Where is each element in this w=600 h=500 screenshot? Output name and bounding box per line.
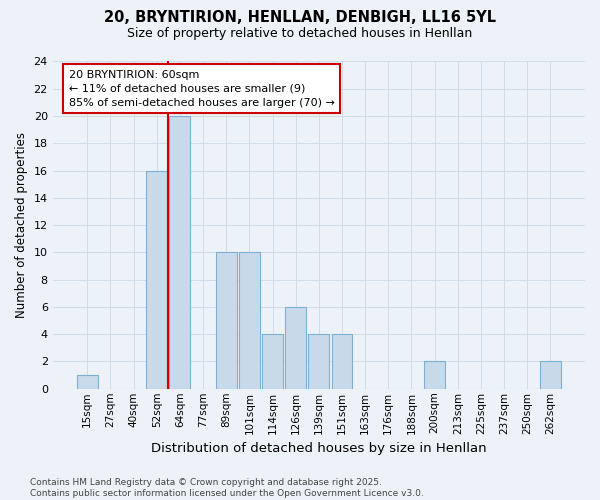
Text: 20, BRYNTIRION, HENLLAN, DENBIGH, LL16 5YL: 20, BRYNTIRION, HENLLAN, DENBIGH, LL16 5… xyxy=(104,10,496,25)
X-axis label: Distribution of detached houses by size in Henllan: Distribution of detached houses by size … xyxy=(151,442,487,455)
Bar xyxy=(262,334,283,389)
Bar xyxy=(216,252,236,389)
Bar xyxy=(285,307,306,389)
Bar xyxy=(540,362,561,389)
Text: Size of property relative to detached houses in Henllan: Size of property relative to detached ho… xyxy=(127,28,473,40)
Text: 20 BRYNTIRION: 60sqm
← 11% of detached houses are smaller (9)
85% of semi-detach: 20 BRYNTIRION: 60sqm ← 11% of detached h… xyxy=(68,70,335,108)
Bar xyxy=(308,334,329,389)
Text: Contains HM Land Registry data © Crown copyright and database right 2025.
Contai: Contains HM Land Registry data © Crown c… xyxy=(30,478,424,498)
Bar xyxy=(146,170,167,389)
Bar xyxy=(239,252,260,389)
Bar xyxy=(424,362,445,389)
Bar xyxy=(332,334,352,389)
Bar xyxy=(77,375,98,389)
Bar xyxy=(169,116,190,389)
Y-axis label: Number of detached properties: Number of detached properties xyxy=(15,132,28,318)
